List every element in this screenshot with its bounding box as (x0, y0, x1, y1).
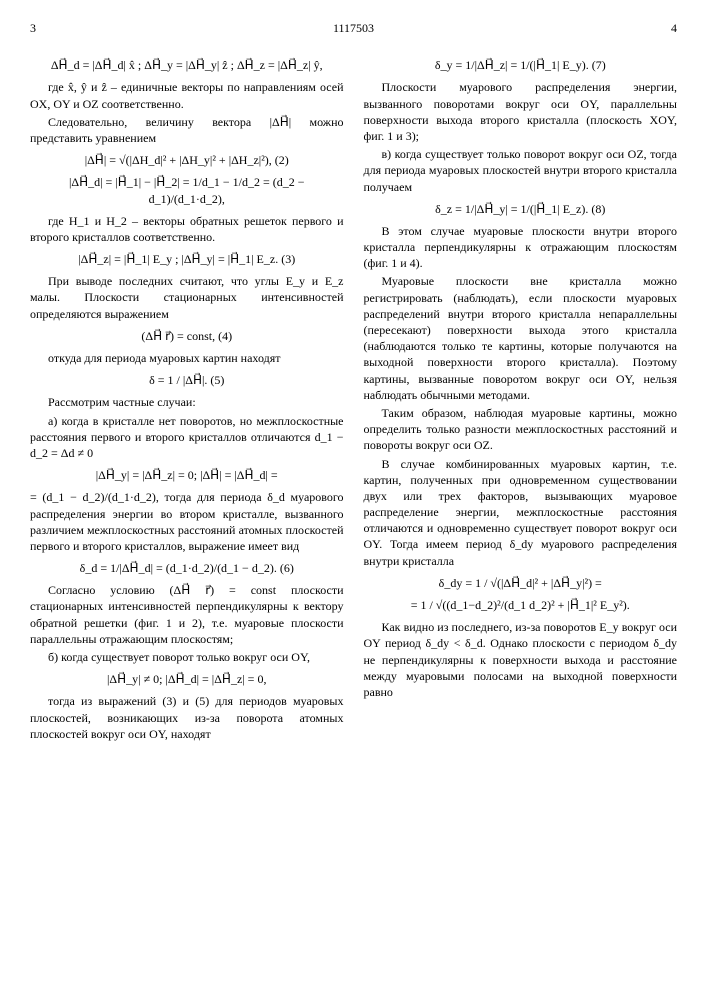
conclusion-text: Как видно из последнего, из-за поворотов… (364, 619, 678, 700)
formula-9b: = 1 / √((d_1−d_2)²/(d_1 d_2)² + |H⃗_1|² … (364, 597, 678, 613)
derivation-text: При выводе последних считают, что углы E… (30, 273, 344, 322)
page-left: 3 (30, 20, 36, 36)
formula-4: (ΔH⃗ r⃗) = const, (4) (30, 328, 344, 344)
formula-6: δ_d = 1/|ΔH⃗_d| = (d_1·d_2)/(d_1 − d_2).… (30, 560, 344, 576)
formula-9a: δ_dy = 1 / √(|ΔH⃗_d|² + |ΔH⃗_y|²) = (364, 575, 678, 591)
formula-5b: |ΔH⃗_y| = |ΔH⃗_z| = 0; |ΔH⃗| = |ΔH⃗_d| = (30, 467, 344, 483)
moire-planes-oy: Плоскости муарового распределения энерги… (364, 79, 678, 144)
formula-2: |ΔH⃗| = √(|ΔH_d|² + |ΔH_y|² + |ΔH_z|²), … (30, 152, 344, 168)
h1h2-text: где H_1 и H_2 – векторы обратных решеток… (30, 213, 344, 245)
page-right: 4 (671, 20, 677, 36)
formula-7: δ_y = 1/|ΔH⃗_z| = 1/(|H⃗_1| E_y). (7) (364, 57, 678, 73)
right-column: δ_y = 1/|ΔH⃗_z| = 1/(|H⃗_1| E_y). (7) Пл… (364, 51, 678, 744)
case-b-text: б) когда существует поворот только вокру… (30, 649, 344, 665)
page-header: 3 1117503 4 (30, 20, 677, 36)
period-text: откуда для периода муаровых картин наход… (30, 350, 344, 366)
moire-external-text: Муаровые плоскости вне кристалла можно р… (364, 273, 678, 403)
thus-text: Таким образом, наблюдая муаровые картины… (364, 405, 678, 454)
vector-defs: ΔH⃗_d = |ΔH⃗_d| x̂ ; ΔH⃗_y = |ΔH⃗_y| ẑ ;… (30, 57, 344, 73)
case-a-cont: = (d_1 − d_2)/(d_1·d_2), тогда для перио… (30, 489, 344, 554)
condition-text: Согласно условию (ΔH⃗ r⃗) = const плоско… (30, 582, 344, 647)
case-a-text: а) когда в кристалле нет поворотов, но м… (30, 413, 344, 462)
combined-text: В случае комбинированных муаровых картин… (364, 456, 678, 569)
formula-6b: |ΔH⃗_y| ≠ 0; |ΔH⃗_d| = |ΔH⃗_z| = 0, (30, 671, 344, 687)
case-c-text: в) когда существует только поворот вокру… (364, 146, 678, 195)
left-column: ΔH⃗_d = |ΔH⃗_d| x̂ ; ΔH⃗_y = |ΔH⃗_y| ẑ ;… (30, 51, 344, 744)
formula-2b: |ΔH⃗_d| = |H⃗_1| − |H⃗_2| = 1/d_1 − 1/d_… (30, 174, 344, 206)
formula-5: δ = 1 / |ΔH⃗|. (5) (30, 372, 344, 388)
cases-intro: Рассмотрим частные случаи: (30, 394, 344, 410)
case-b-cont: тогда из выражений (3) и (5) для периодо… (30, 693, 344, 742)
formula-8: δ_z = 1/|ΔH⃗_y| = 1/(|H⃗_1| E_z). (8) (364, 201, 678, 217)
unit-vectors-text: где x̂, ŷ и ẑ – единичные векторы по нап… (30, 79, 344, 111)
doc-number: 1117503 (333, 20, 374, 36)
formula-3: |ΔH⃗_z| = |H⃗_1| E_y ; |ΔH⃗_y| = |H⃗_1| … (30, 251, 344, 267)
two-columns: ΔH⃗_d = |ΔH⃗_d| x̂ ; ΔH⃗_y = |ΔH⃗_y| ẑ ;… (30, 51, 677, 744)
moire-perp-text: В этом случае муаровые плоскости внутри … (364, 223, 678, 272)
therefore-text: Следовательно, величину вектора |ΔH⃗| мо… (30, 114, 344, 146)
